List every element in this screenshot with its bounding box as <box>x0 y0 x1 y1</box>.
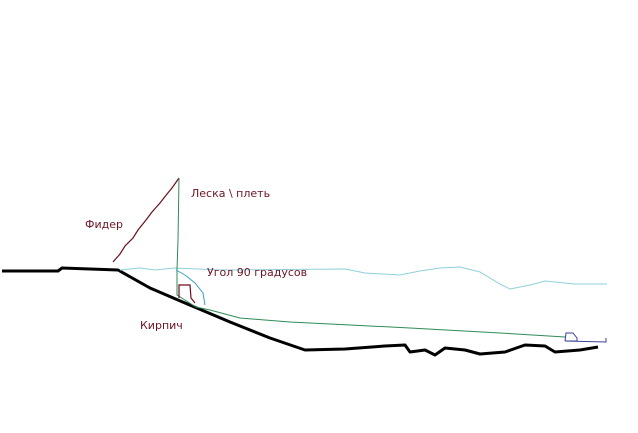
sinker <box>564 332 607 343</box>
angle-label: Угол 90 градусов <box>207 266 308 279</box>
feeder-rod <box>112 177 180 263</box>
line-curve-90-degrees <box>175 269 206 306</box>
water-surface <box>119 266 607 290</box>
fishing-line-label: Леска \ плеть <box>191 187 271 200</box>
feeder-label: Фидер <box>85 218 123 231</box>
bottom-profile <box>2 266 599 357</box>
fishing-line <box>176 177 566 338</box>
brick <box>178 284 196 304</box>
brick-label: Кирпич <box>140 319 183 332</box>
